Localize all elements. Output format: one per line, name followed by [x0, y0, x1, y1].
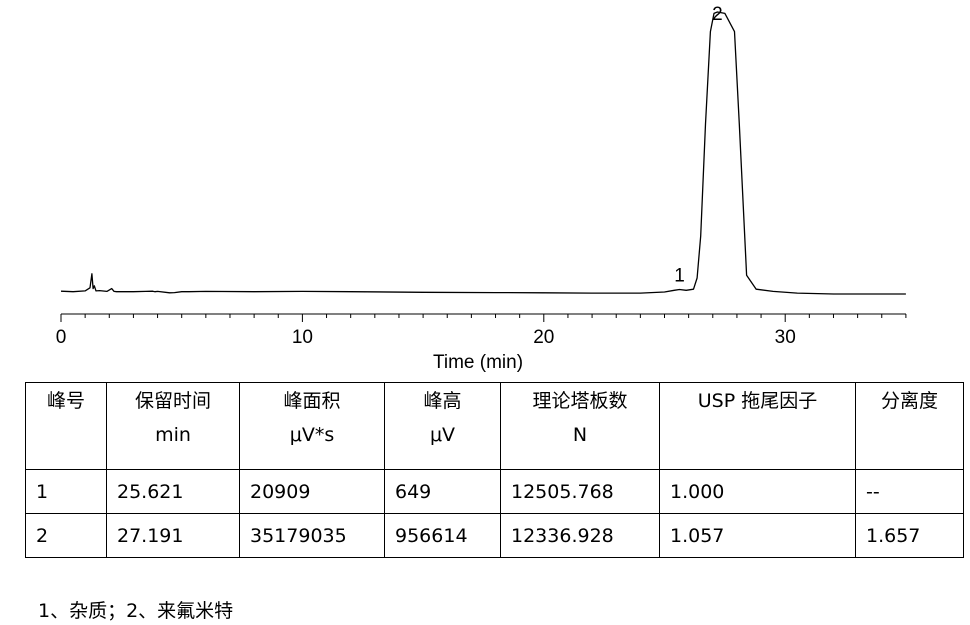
x-tick-label: 0 [56, 327, 67, 348]
chromatogram-plot [60, 11, 906, 295]
x-tick-label: 10 [292, 327, 313, 348]
cell-theoretical-plates: 12505.768 [500, 469, 660, 514]
footnote: 1、杂质；2、来氟米特 [38, 600, 234, 622]
cell-resolution: 1.657 [855, 513, 964, 558]
table-row: 1 25.621 20909 649 12505.768 1.000 -- [25, 469, 964, 514]
chromatogram-chart: 0 10 20 30 12 Time (min) [56, 4, 907, 373]
header-theoretical-plates: 理论塔板数 N [500, 382, 660, 470]
header-tailing-factor: USP 拖尾因子 [659, 382, 856, 470]
peak-label: 2 [712, 4, 723, 25]
x-axis-label: Time (min) [433, 352, 523, 373]
x-tick-label: 30 [775, 327, 796, 348]
peak-label: 1 [674, 265, 685, 286]
table-header-row: 峰号 保留时间 min 峰面积 μV*s 峰高 μV 理论塔板数 N USP 拖尾因子 … [25, 382, 964, 470]
cell-peak-height: 956614 [384, 513, 501, 558]
cell-resolution: -- [855, 469, 964, 514]
header-resolution: 分离度 [855, 382, 964, 470]
x-axis: 0 10 20 30 [56, 313, 907, 348]
cell-peak-number: 2 [25, 513, 107, 558]
header-peak-height: 峰高 μV [384, 382, 501, 470]
cell-retention-time: 25.621 [106, 469, 240, 514]
cell-tailing-factor: 1.000 [659, 469, 856, 514]
results-table: 峰号 保留时间 min 峰面积 μV*s 峰高 μV 理论塔板数 N USP 拖尾因子 … [25, 382, 964, 558]
header-peak-area: 峰面积 μV*s [239, 382, 385, 470]
chromatogram-trace-1 [60, 11, 906, 295]
header-peak-number: 峰号 [25, 382, 107, 470]
table-row: 2 27.191 35179035 956614 12336.928 1.057… [25, 513, 964, 558]
cell-peak-number: 1 [25, 469, 107, 514]
cell-theoretical-plates: 12336.928 [500, 513, 660, 558]
cell-peak-area: 35179035 [239, 513, 385, 558]
cell-peak-area: 20909 [239, 469, 385, 514]
cell-tailing-factor: 1.057 [659, 513, 856, 558]
header-retention-time: 保留时间 min [106, 382, 240, 470]
cell-retention-time: 27.191 [106, 513, 240, 558]
cell-peak-height: 649 [384, 469, 501, 514]
x-tick-label: 20 [533, 327, 554, 348]
peak-labels: 12 [674, 4, 722, 286]
